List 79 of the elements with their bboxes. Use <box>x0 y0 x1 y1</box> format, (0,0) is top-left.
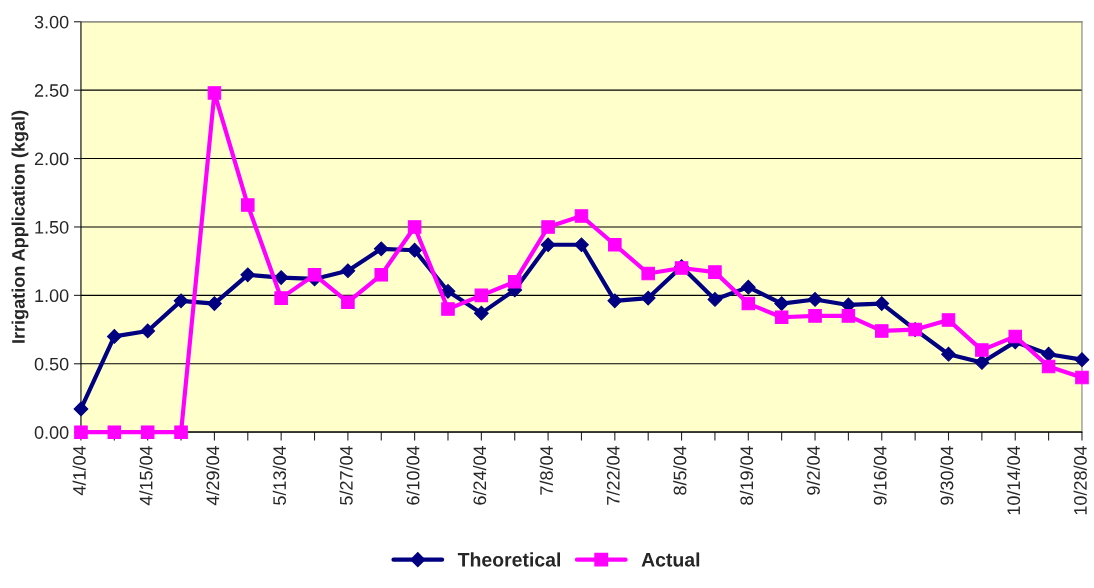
y-tick-label: 2.50 <box>34 84 69 97</box>
point <box>441 302 455 316</box>
y-tick-label: 0.50 <box>34 357 69 371</box>
point <box>574 209 589 223</box>
point <box>374 268 389 282</box>
point <box>274 291 288 305</box>
point <box>341 295 355 309</box>
point <box>1008 329 1022 344</box>
point <box>307 268 322 282</box>
point <box>975 343 989 357</box>
point <box>774 310 789 325</box>
point <box>174 425 188 439</box>
point <box>1041 359 1056 374</box>
point <box>507 274 522 289</box>
x-tick-label: 4/29/04 <box>206 445 220 506</box>
point <box>73 401 89 417</box>
point <box>440 283 456 299</box>
x-tick-label: 4/15/04 <box>139 445 153 506</box>
point <box>1074 352 1090 368</box>
x-tick-label: 9/16/04 <box>873 445 887 505</box>
point <box>708 265 722 279</box>
x-tick-label: 6/10/04 <box>406 445 420 505</box>
point <box>607 293 623 309</box>
legend-label: Actual <box>641 552 700 567</box>
point <box>574 237 589 253</box>
point <box>473 305 489 321</box>
y-tick-label: 2.00 <box>34 152 69 166</box>
point <box>1041 346 1056 362</box>
x-tick-label: 7/22/04 <box>606 445 620 505</box>
x-tick-label: 5/27/04 <box>339 445 353 505</box>
point <box>541 220 555 234</box>
x-tick-label: 7/8/04 <box>539 445 553 495</box>
point <box>207 296 222 311</box>
point <box>340 263 356 279</box>
point <box>608 237 622 252</box>
y-tick-label: 3.00 <box>34 15 69 29</box>
y-tick-label: 1.50 <box>35 220 69 234</box>
x-tick-label: 9/2/04 <box>806 445 820 495</box>
point <box>207 86 222 100</box>
point <box>841 309 856 323</box>
point <box>641 266 655 281</box>
point <box>874 296 890 311</box>
point <box>107 425 122 439</box>
x-tick-label: 8/5/04 <box>673 445 687 495</box>
y-tick-label: 0.00 <box>34 426 69 439</box>
x-tick-label: 8/19/04 <box>739 445 754 505</box>
x-tick-label: 10/28/04 <box>1073 445 1087 515</box>
point <box>241 198 255 212</box>
x-tick-label: 5/13/04 <box>272 445 286 505</box>
point <box>640 290 656 306</box>
point <box>774 296 790 311</box>
point <box>74 425 88 439</box>
x-tick-label: 4/1/04 <box>72 445 86 496</box>
x-tick-label: 9/30/04 <box>940 445 954 505</box>
legend-label: Theoretical <box>457 552 561 567</box>
point <box>474 288 489 303</box>
point <box>140 425 155 439</box>
point <box>373 241 389 257</box>
point <box>540 237 556 253</box>
y-tick-label: 1.00 <box>35 289 69 303</box>
y-axis-title: Irrigation Application (kgal) <box>11 110 29 343</box>
point <box>740 279 756 295</box>
point <box>808 309 822 323</box>
point <box>707 292 723 307</box>
x-tick-label: 10/14/04 <box>1006 445 1021 515</box>
point <box>741 296 756 311</box>
point <box>140 323 156 339</box>
point <box>974 355 990 370</box>
point <box>106 329 122 344</box>
point <box>874 324 889 338</box>
point <box>941 346 956 362</box>
point <box>407 242 423 258</box>
point <box>407 220 422 234</box>
point <box>240 267 256 283</box>
point <box>173 293 189 309</box>
x-tick-label: 6/24/04 <box>472 445 487 505</box>
point <box>807 292 823 307</box>
point <box>1075 370 1089 385</box>
point <box>941 313 956 327</box>
